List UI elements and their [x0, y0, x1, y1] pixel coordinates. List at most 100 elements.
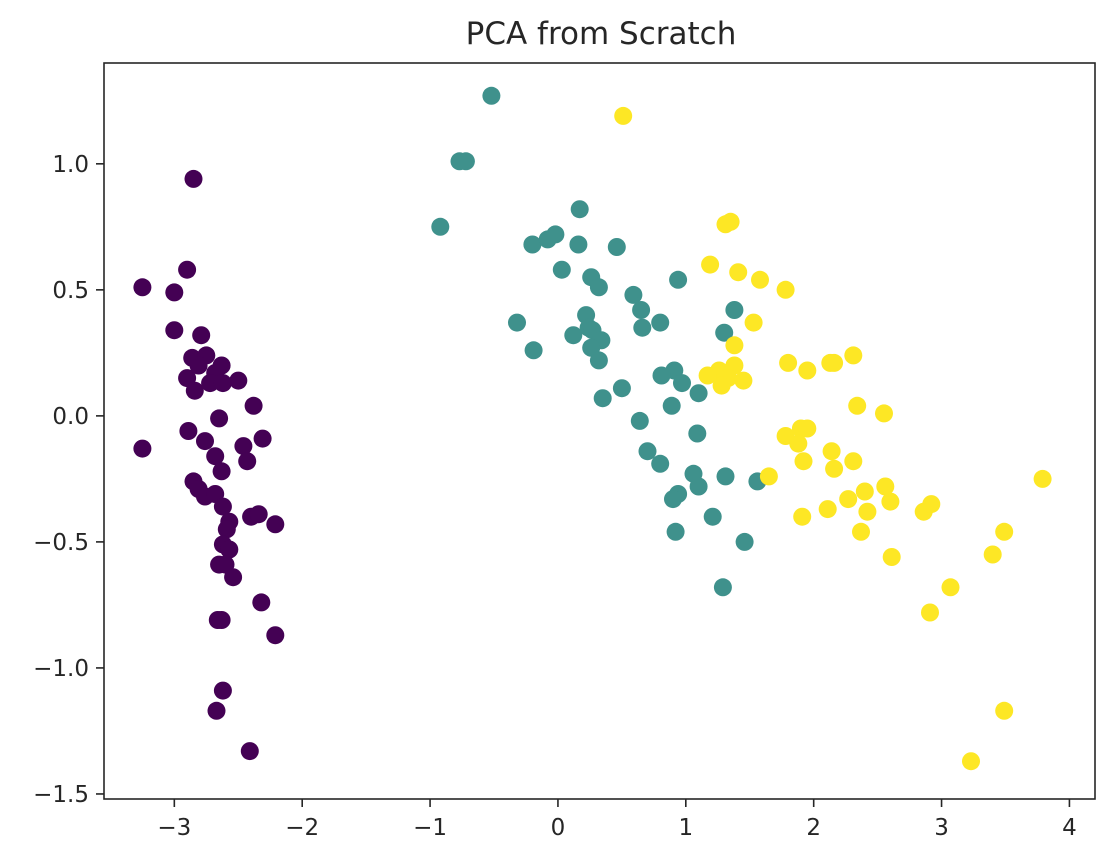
scatter-point-class0-25 [212, 462, 231, 481]
scatter-point-class2-43 [983, 545, 1002, 564]
scatter-point-class0-19 [179, 422, 198, 440]
x-tick-label: 1 [678, 815, 693, 841]
scatter-point-class2-7 [744, 313, 763, 332]
scatter-point-class2-19 [712, 376, 731, 395]
scatter-point-class1-46 [703, 507, 722, 526]
scatter-point-class1-24 [564, 326, 583, 345]
scatter-point-class1-2 [456, 152, 475, 171]
scatter-point-class0-43 [212, 611, 231, 629]
scatter-point-class2-8 [725, 336, 744, 355]
scatter-point-class1-15 [632, 301, 651, 319]
scatter-point-class2-2 [716, 215, 735, 234]
scatter-point-class0-30 [213, 497, 232, 516]
scatter-point-class0-44 [266, 626, 285, 645]
scatter-point-class2-6 [776, 280, 795, 299]
x-tick-label: 2 [806, 815, 821, 841]
scatter-point-class2-42 [1033, 469, 1052, 488]
scatter-point-class1-3 [431, 217, 450, 236]
scatter-point-class0-46 [207, 701, 226, 720]
scatter-point-class1-5 [523, 235, 542, 254]
y-axis: −1.5 −1.0 −0.5 0.0 0.5 1.0 [33, 152, 104, 808]
scatter-point-class1-37 [688, 424, 707, 443]
scatter-point-class1-30 [652, 366, 671, 385]
scatter-point-class0-0 [184, 169, 203, 188]
scatter-point-class0-9 [189, 356, 208, 375]
x-tick-label: −3 [157, 815, 191, 841]
scatter-point-class0-37 [220, 540, 239, 559]
scatter-point-class0-2 [178, 260, 197, 279]
scatter-point-class2-10 [844, 346, 863, 365]
y-tick-label: −1.0 [33, 656, 89, 682]
scatter-point-class1-31 [673, 374, 691, 393]
scatter-point-class1-45 [664, 490, 682, 509]
scatter-point-class1-49 [713, 578, 732, 597]
scatter-point-class2-36 [818, 500, 837, 519]
scatter-point-class0-20 [196, 432, 214, 451]
scatter-point-class2-13 [798, 361, 817, 380]
y-tick-label: 0.0 [52, 404, 89, 430]
scatter-point-class2-30 [759, 467, 778, 486]
scatter-point-class1-4 [570, 200, 589, 219]
scatter-point-class2-23 [798, 419, 817, 438]
scatter-point-class0-1 [133, 278, 152, 297]
scatter-point-class2-12 [821, 353, 840, 372]
scatter-point-class2-28 [844, 452, 863, 471]
scatter-point-class0-34 [266, 515, 285, 534]
scatter-point-class2-3 [701, 255, 720, 274]
scatter-point-class0-4 [165, 321, 184, 340]
scatter-point-class2-29 [825, 459, 844, 478]
scatter-point-class1-16 [725, 301, 744, 319]
scatter-point-class2-21 [875, 404, 893, 423]
scatter-point-class0-14 [185, 381, 204, 400]
x-tick-label: 0 [551, 815, 566, 841]
scatter-point-class2-27 [794, 452, 813, 471]
scatter-point-class1-34 [593, 389, 612, 408]
scatter-point-class0-18 [133, 439, 152, 458]
scatter-point-class2-5 [751, 270, 769, 289]
scatter-point-class1-33 [689, 384, 708, 403]
scatter-point-class1-18 [508, 313, 526, 332]
scatter-point-class2-33 [839, 490, 858, 509]
scatter-point-class1-47 [666, 522, 685, 541]
scatter-point-class1-42 [689, 477, 708, 496]
scatter-point-class1-41 [716, 467, 735, 486]
scatter-point-class0-24 [238, 452, 257, 471]
scatter-point-class2-9 [779, 353, 798, 372]
scatter-point-class1-19 [651, 313, 670, 332]
scatter-point-class2-4 [729, 263, 748, 282]
scatter-point-class1-27 [524, 341, 543, 360]
scatter-point-class0-5 [192, 326, 211, 345]
x-tick-label: −2 [285, 815, 319, 841]
scatter-point-class1-36 [630, 411, 649, 430]
scatter-point-class0-13 [201, 374, 220, 393]
scatter-point-class2-0 [614, 106, 633, 125]
scatter-point-class0-35 [217, 520, 236, 539]
scatter-point-class1-39 [651, 454, 670, 473]
scatter-point-class2-44 [882, 548, 901, 566]
scatter-point-class1-22 [633, 318, 652, 337]
scatter-point-class1-14 [624, 285, 643, 304]
y-tick-label: 0.5 [52, 278, 89, 304]
scatter-point-class0-15 [213, 374, 232, 393]
scatter-point-class1-28 [589, 351, 608, 370]
scatter-point-class1-12 [669, 270, 688, 289]
scatter-point-class1-32 [612, 379, 631, 398]
scatter-point-class2-25 [789, 434, 808, 453]
x-axis: −3 −2 −1 0 1 2 3 4 [157, 799, 1077, 841]
scatter-point-class0-47 [240, 742, 259, 761]
scatter-point-class1-13 [589, 278, 608, 297]
scatter-point-class2-31 [876, 477, 895, 496]
scatter-points-layer [133, 86, 1052, 771]
scatter-point-class0-17 [210, 409, 229, 428]
y-tick-label: 1.0 [52, 152, 89, 178]
scatter-point-class0-16 [244, 396, 263, 415]
scatter-point-class2-32 [855, 482, 874, 501]
scatter-point-class2-16 [698, 366, 717, 385]
scatter-point-class2-45 [941, 578, 960, 597]
scatter-point-class0-45 [213, 681, 232, 700]
scatter-point-class2-34 [881, 492, 900, 511]
scatter-point-class0-12 [229, 371, 248, 390]
scatter-point-class1-9 [607, 238, 626, 256]
scatter-point-class1-35 [662, 396, 681, 415]
